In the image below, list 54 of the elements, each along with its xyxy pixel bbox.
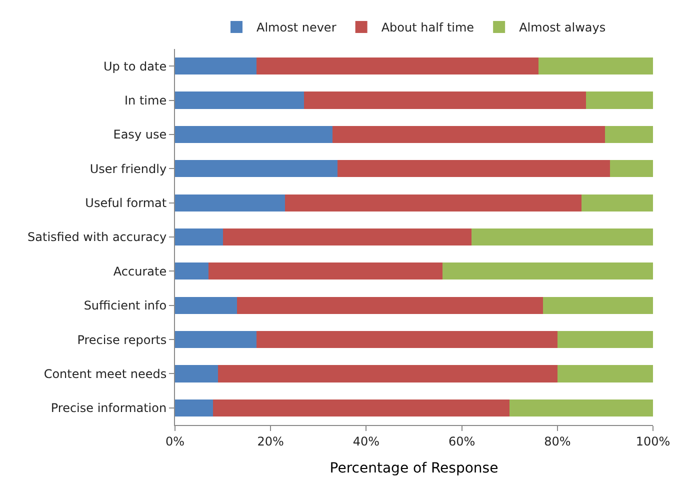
- x-tick-label: 100%: [636, 434, 670, 448]
- bar: [175, 58, 256, 75]
- legend-label: Almost always: [519, 20, 606, 35]
- bar: [175, 228, 223, 246]
- bar: [175, 262, 208, 280]
- y-tick-label: Sufficient info: [84, 298, 167, 313]
- bar: [338, 160, 610, 178]
- x-axis-title: Percentage of Response: [330, 460, 498, 477]
- y-tick-label: Up to date: [103, 59, 167, 74]
- bar: [256, 331, 558, 348]
- bar: [538, 58, 653, 75]
- bar: [218, 365, 558, 382]
- x-tick-label: 0%: [165, 434, 185, 448]
- x-tick-label: 80%: [544, 434, 571, 448]
- bar: [581, 194, 653, 212]
- bar: [586, 92, 653, 109]
- legend-label: Almost never: [256, 20, 336, 35]
- bar: [332, 126, 606, 143]
- y-tick-label: Precise reports: [77, 332, 167, 347]
- bar: [175, 365, 218, 382]
- bar: [175, 399, 214, 416]
- y-tick-label: In time: [124, 93, 167, 108]
- x-tick-label: 60%: [448, 434, 476, 448]
- bar: [543, 296, 653, 314]
- bar: [175, 160, 338, 178]
- bar: [256, 58, 538, 75]
- bar: [237, 296, 544, 314]
- x-tick-label: 20%: [257, 434, 284, 448]
- y-tick-label: Content meet needs: [44, 366, 167, 381]
- bar: [442, 262, 653, 280]
- bar: [610, 160, 653, 178]
- bar: [557, 331, 653, 348]
- bar: [175, 126, 333, 143]
- bar: [222, 228, 472, 246]
- legend-label: About half time: [381, 20, 474, 35]
- bar: [175, 194, 285, 212]
- bar: [471, 228, 653, 246]
- bar: [175, 92, 304, 109]
- bar: [175, 296, 238, 314]
- y-tick-label: Easy use: [113, 128, 167, 142]
- y-tick-label: Satisfied with accuracy: [28, 230, 167, 244]
- y-tick-label: Useful format: [85, 196, 167, 210]
- bar: [208, 262, 443, 280]
- bar: [304, 92, 586, 109]
- y-tick-label: User friendly: [90, 162, 167, 176]
- bar: [284, 194, 582, 212]
- bar: [557, 365, 653, 382]
- y-tick-label: Precise information: [50, 401, 167, 416]
- bar: [213, 399, 510, 416]
- x-tick-label: 40%: [352, 434, 380, 448]
- y-tick-label: Accurate: [113, 264, 167, 278]
- bar: [510, 399, 653, 416]
- bar: [175, 331, 256, 348]
- bar: [605, 126, 653, 143]
